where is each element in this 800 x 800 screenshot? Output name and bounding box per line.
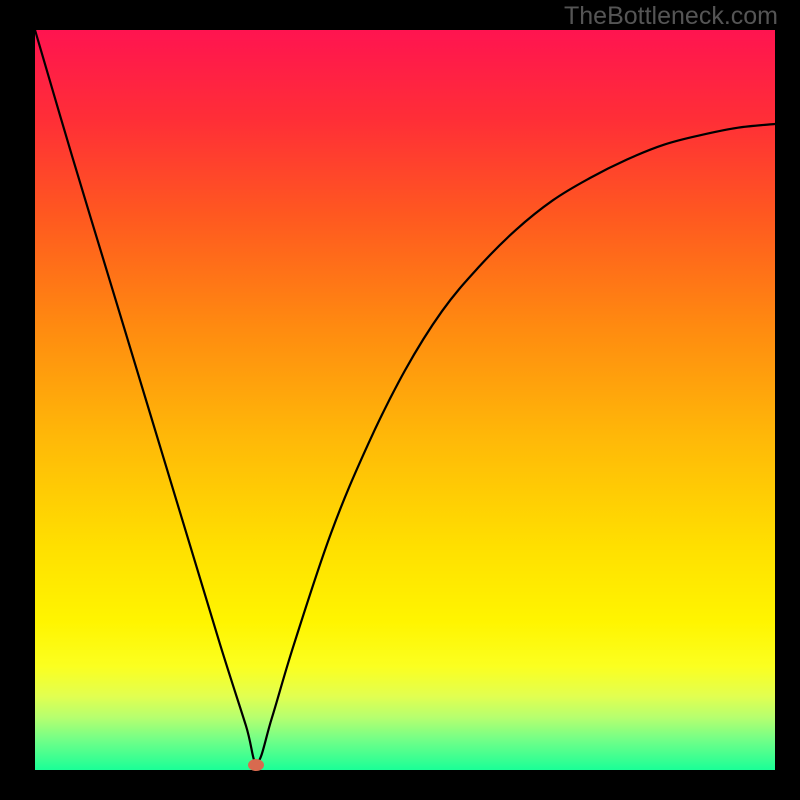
optimum-marker-icon xyxy=(248,759,264,771)
curve-path xyxy=(35,30,775,763)
watermark-text: TheBottleneck.com xyxy=(564,2,778,31)
bottleneck-curve xyxy=(35,30,775,770)
plot-area xyxy=(35,30,775,770)
chart-container: TheBottleneck.com xyxy=(0,0,800,800)
